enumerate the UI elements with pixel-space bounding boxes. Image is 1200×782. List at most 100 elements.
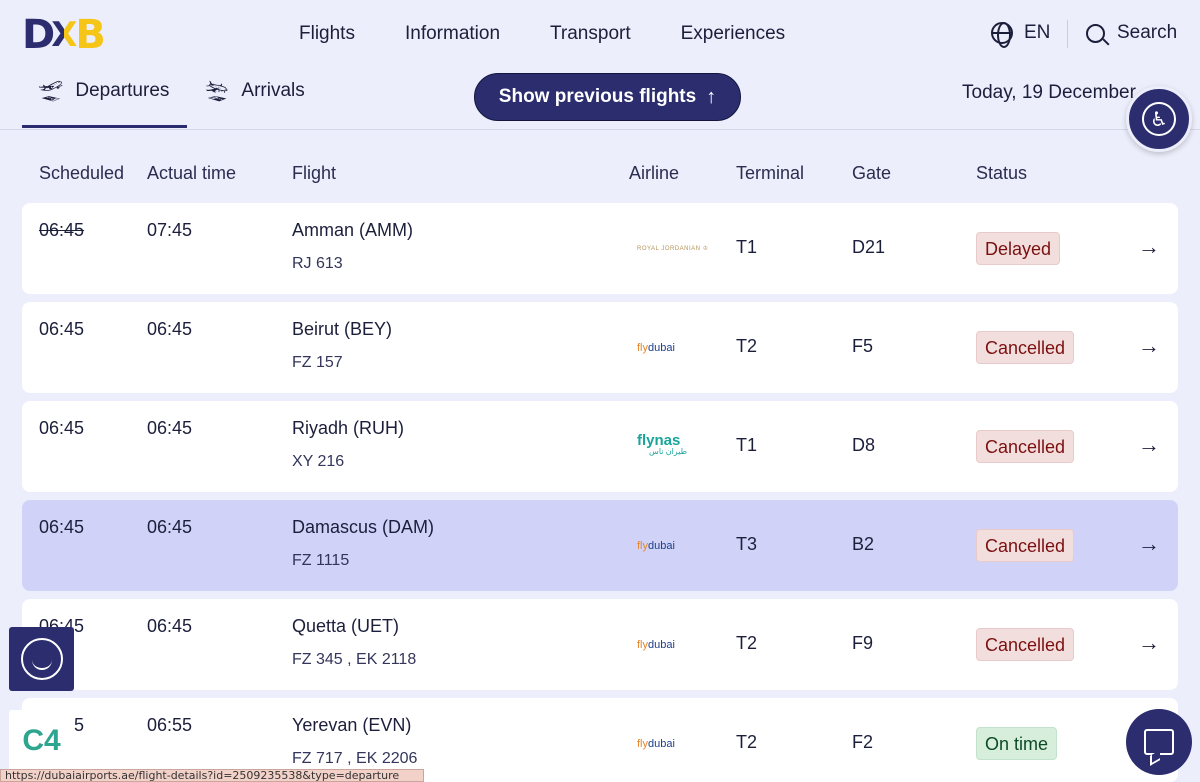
- actual-time: 06:45: [147, 319, 193, 339]
- chat-bubble-icon: [1144, 729, 1174, 755]
- departure-plane-icon: 🛫︎: [38, 80, 64, 103]
- arrow-right-icon[interactable]: →: [1138, 630, 1160, 655]
- status-badge: Cancelled: [976, 331, 1075, 364]
- flydubai-logo: flydubai: [637, 734, 687, 754]
- flydubai-logo: flydubai: [637, 635, 687, 655]
- status-badge: Cancelled: [976, 628, 1075, 661]
- actual-time: 06:45: [147, 517, 193, 537]
- flight-row[interactable]: 06:45 06:45 Damascus (DAM) FZ 1115 flydu…: [22, 500, 1178, 591]
- destination: Amman (AMM): [292, 220, 413, 240]
- flight-number: FZ 345 , EK 2118: [292, 651, 417, 668]
- gate: F9: [852, 633, 874, 653]
- col-status: Status: [976, 163, 1028, 183]
- show-previous-flights-button[interactable]: Show previous flights ↑: [474, 73, 741, 121]
- terminal: T2: [736, 732, 758, 752]
- nav-transport[interactable]: Transport: [550, 23, 631, 44]
- status-badge: Cancelled: [976, 529, 1075, 562]
- flynas-logo: flynas طيران ناس: [637, 432, 687, 456]
- actual-time: 06:45: [147, 418, 193, 438]
- arrow-up-icon: ↑: [706, 85, 717, 108]
- terminal: T1: [736, 237, 758, 257]
- gate: F5: [852, 336, 874, 356]
- chat-button[interactable]: [1126, 709, 1192, 775]
- tab-arrivals-label: Arrivals: [241, 80, 305, 101]
- actual-time: 06:45: [147, 616, 193, 636]
- flight-number: RJ 613: [292, 255, 343, 272]
- terminal: T2: [736, 633, 758, 653]
- col-terminal: Terminal: [736, 163, 805, 183]
- arrow-right-icon[interactable]: →: [1138, 432, 1160, 457]
- scheduled-time: 06:45: [39, 220, 85, 240]
- status-badge: On time: [976, 727, 1058, 760]
- flight-row[interactable]: 06:45 06:45 Quetta (UET) FZ 345 , EK 211…: [22, 599, 1178, 690]
- smile-icon: [20, 638, 63, 680]
- date-label[interactable]: Today, 19 December: [962, 82, 1136, 103]
- nav-information[interactable]: Information: [404, 23, 501, 44]
- language-selector[interactable]: EN: [991, 22, 1051, 48]
- show-previous-flights-label: Show previous flights: [498, 86, 697, 107]
- destination: Riyadh (RUH): [292, 418, 405, 438]
- flight-row[interactable]: 06:45 06:45 Beirut (BEY) FZ 157 flydubai…: [22, 302, 1178, 393]
- terminal: T2: [736, 336, 758, 356]
- gate: B2: [852, 534, 875, 554]
- status-badge: Delayed: [976, 232, 1061, 265]
- scheduled-time: 06:45: [39, 517, 85, 537]
- logo-letter-d: D: [22, 12, 55, 58]
- col-gate: Gate: [852, 163, 892, 183]
- logo-letter-x: X: [51, 15, 78, 55]
- arrow-right-icon[interactable]: →: [1138, 234, 1160, 259]
- tab-arrivals[interactable]: 🛬︎ Arrivals: [204, 78, 305, 104]
- tab-departures-label: Departures: [75, 80, 170, 101]
- flight-number: FZ 717 , EK 2206: [292, 750, 418, 767]
- arrow-right-icon[interactable]: →: [1138, 333, 1160, 358]
- search-icon: [1086, 23, 1105, 43]
- tab-departures[interactable]: 🛫︎ Departures: [38, 78, 169, 104]
- flight-row[interactable]: 06:45 07:45 Amman (AMM) RJ 613 ROYAL JOR…: [22, 203, 1178, 294]
- flydubai-logo-text: dubai: [648, 342, 675, 354]
- col-actual-time: Actual time: [147, 163, 237, 183]
- terminal: T3: [736, 534, 758, 554]
- status-badge: Cancelled: [976, 430, 1075, 463]
- arrow-right-icon[interactable]: →: [1138, 531, 1160, 556]
- flynas-logo-text: flynas: [637, 432, 681, 449]
- flydubai-logo-text: dubai: [648, 639, 675, 651]
- flydubai-logo-fly: fly: [637, 639, 648, 651]
- gate: D21: [852, 237, 886, 257]
- destination: Damascus (DAM): [292, 517, 435, 537]
- col-airline: Airline: [629, 163, 680, 183]
- flynas-arabic-text: طيران ناس: [649, 447, 687, 456]
- destination: Quetta (UET): [292, 616, 400, 636]
- col-flight: Flight: [292, 163, 337, 183]
- flight-row[interactable]: 06:45 06:45 Riyadh (RUH) XY 216 flynas طي…: [22, 401, 1178, 492]
- terminal: T1: [736, 435, 758, 455]
- accessibility-icon: ♿︎: [1142, 102, 1176, 136]
- header-divider: [1067, 20, 1068, 48]
- flydubai-logo: flydubai: [637, 536, 687, 556]
- arrival-plane-icon: 🛬︎: [204, 80, 230, 103]
- brand-badge[interactable]: C4: [9, 710, 74, 772]
- language-label: EN: [1024, 22, 1051, 43]
- flydubai-logo-fly: fly: [637, 342, 648, 354]
- col-scheduled: Scheduled: [39, 163, 125, 183]
- flydubai-logo-fly: fly: [637, 540, 648, 552]
- globe-icon: [991, 22, 1013, 48]
- actual-time: 07:45: [147, 220, 193, 240]
- destination: Yerevan (EVN): [292, 715, 412, 735]
- accessibility-button[interactable]: ♿︎: [1126, 86, 1192, 152]
- search-button[interactable]: Search: [1086, 22, 1177, 44]
- scheduled-time: 06:45: [39, 418, 85, 438]
- royal-jordanian-logo: ROYAL JORDANIAN ♔: [637, 246, 709, 252]
- gate: F2: [852, 732, 874, 752]
- flydubai-logo: flydubai: [637, 338, 687, 358]
- gate: D8: [852, 435, 876, 455]
- nav-flights[interactable]: Flights: [299, 23, 355, 44]
- feedback-widget-button[interactable]: [9, 627, 74, 691]
- search-label: Search: [1117, 22, 1178, 43]
- flight-number: FZ 1115: [292, 552, 350, 569]
- flight-row[interactable]: 06:55 06:55 Yerevan (EVN) FZ 717 , EK 22…: [22, 698, 1178, 782]
- nav-experiences[interactable]: Experiences: [680, 23, 786, 44]
- flydubai-logo-text: dubai: [648, 540, 675, 552]
- actual-time: 06:55: [147, 715, 193, 735]
